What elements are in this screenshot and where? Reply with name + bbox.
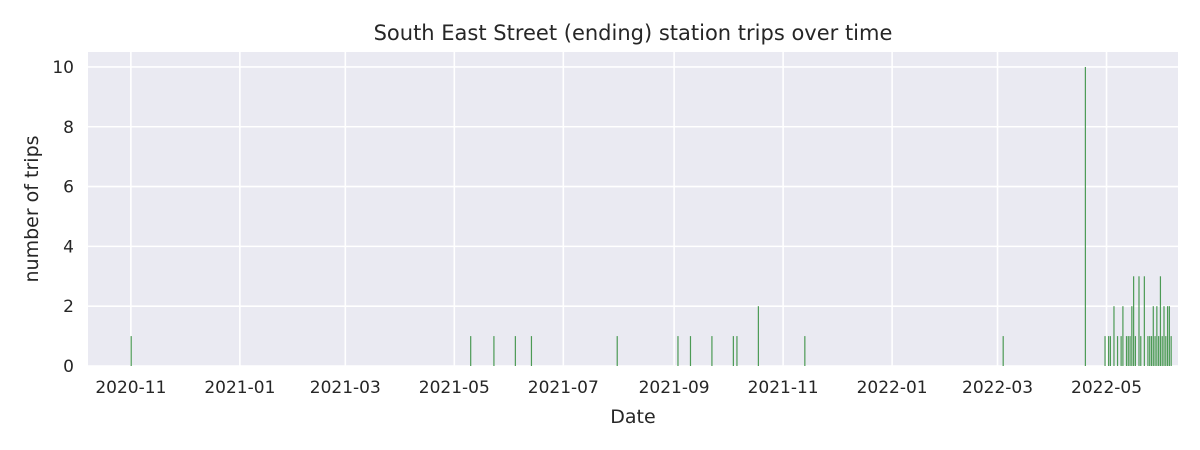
bar xyxy=(1138,276,1140,366)
bar xyxy=(1134,336,1137,366)
bar xyxy=(1127,336,1129,366)
x-tick-label: 2021-03 xyxy=(310,378,381,398)
x-tick-label: 2022-05 xyxy=(1071,378,1142,398)
y-tick-label: 0 xyxy=(63,357,74,377)
x-tick-label: 2021-09 xyxy=(639,378,710,398)
bar xyxy=(130,336,132,366)
y-tick-label: 8 xyxy=(63,118,74,138)
bar xyxy=(470,336,472,366)
bar xyxy=(1120,336,1122,366)
bar xyxy=(1163,306,1165,366)
bar xyxy=(1140,336,1142,366)
bar xyxy=(530,336,533,366)
bar xyxy=(1158,336,1160,366)
bar xyxy=(1168,306,1170,366)
bar xyxy=(1104,336,1106,366)
plot-background xyxy=(88,52,1178,366)
bar xyxy=(1161,336,1163,366)
bar xyxy=(736,336,738,366)
y-tick-label: 10 xyxy=(52,58,74,78)
x-tick-label: 2021-07 xyxy=(528,378,599,398)
x-tick-label: 2021-05 xyxy=(419,378,490,398)
bar xyxy=(711,336,713,366)
bar xyxy=(1129,336,1131,366)
x-tick-label: 2022-03 xyxy=(962,378,1033,398)
bar xyxy=(1150,336,1153,366)
x-tick-labels: 2020-11 2021-01 2021-03 2021-05 2021-07 2021-… xyxy=(95,378,1142,398)
x-tick-label: 2021-11 xyxy=(748,378,819,398)
bar xyxy=(1149,336,1151,366)
bar xyxy=(804,336,806,366)
y-tick-labels: 0 2 4 6 8 10 xyxy=(52,58,74,377)
bar xyxy=(757,306,759,366)
bar xyxy=(1156,306,1158,366)
bar xyxy=(1122,306,1124,366)
x-tick-label: 2022-01 xyxy=(857,378,928,398)
bar xyxy=(1166,306,1169,366)
bar xyxy=(1113,306,1115,366)
bar xyxy=(616,336,618,366)
bar xyxy=(689,336,692,366)
bar xyxy=(1165,336,1167,366)
x-tick-label: 2020-11 xyxy=(95,378,166,398)
grid-lines xyxy=(88,52,1178,367)
y-axis-label: number of trips xyxy=(21,135,43,282)
bar xyxy=(1133,276,1135,366)
bar xyxy=(1002,336,1004,366)
bar xyxy=(1116,336,1119,366)
bar xyxy=(732,336,734,366)
x-tick-label: 2021-01 xyxy=(204,378,275,398)
bar xyxy=(514,336,516,366)
bar xyxy=(1143,276,1145,366)
y-tick-label: 4 xyxy=(63,237,74,257)
bar xyxy=(677,336,679,366)
chart-title: South East Street (ending) station trips… xyxy=(374,21,893,45)
bar xyxy=(1159,276,1162,366)
bar xyxy=(1147,336,1149,366)
bar xyxy=(1152,306,1154,366)
y-tick-label: 2 xyxy=(63,297,74,317)
bar xyxy=(1109,336,1111,366)
x-axis-label: Date xyxy=(610,406,655,428)
bar xyxy=(1170,336,1172,366)
bar xyxy=(1131,306,1133,366)
bar xyxy=(1108,336,1110,366)
bar xyxy=(493,336,495,366)
bar xyxy=(1125,336,1128,366)
bar xyxy=(1084,66,1086,366)
y-tick-label: 6 xyxy=(63,178,74,198)
bar xyxy=(1154,336,1156,366)
bars xyxy=(130,66,1172,366)
